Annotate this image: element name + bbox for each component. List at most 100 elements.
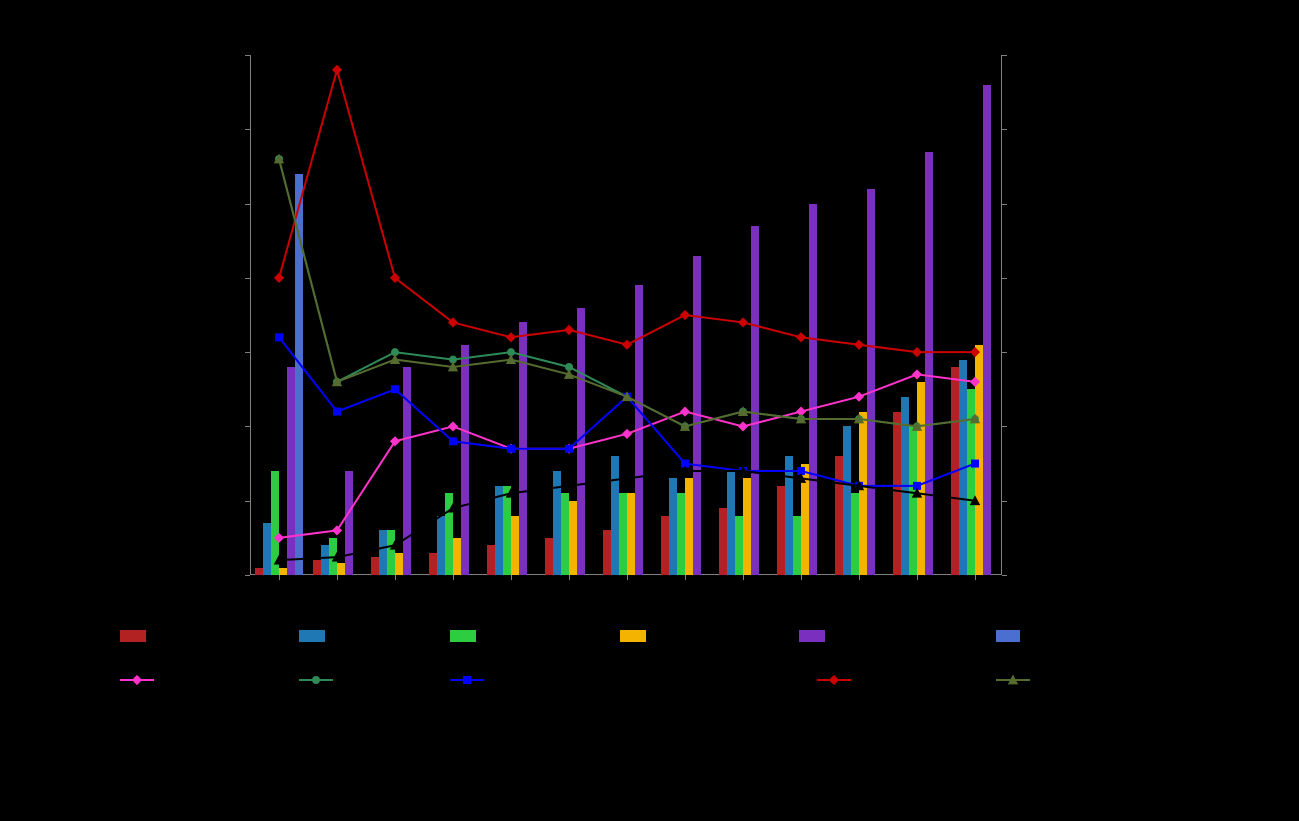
ytick-right: 30: [1002, 122, 1024, 137]
plot-area: $-$0.5$1.0$1.5$2.0$2.5$3.0$3.5 051015202…: [250, 55, 1002, 575]
series-marker: [913, 348, 922, 357]
ytick-right: 20: [1002, 270, 1024, 285]
y-axis-left-label: $ Trillions: [167, 280, 184, 350]
chart-title: Wealth of the Forbes 400 and its ratio t…: [0, 8, 1299, 29]
ytick-right: 25: [1002, 196, 1024, 211]
legend-label: Bottom 90%: [333, 628, 409, 644]
series-marker: [855, 340, 864, 349]
legend-item: Bottom 90%: [299, 620, 450, 652]
series-marker: [623, 340, 632, 349]
legend-line-icon: [620, 673, 654, 687]
xtick: 2007: [671, 575, 700, 596]
xtick: 1989: [323, 575, 352, 596]
legend-item: Forbes/Hispanic: [299, 664, 450, 696]
ytick-right: 0: [1002, 568, 1017, 583]
legend-label: Forbes/Black: [162, 672, 244, 688]
xtick: 2021: [961, 575, 990, 596]
legend-swatch: [799, 630, 825, 642]
series-marker: [275, 273, 284, 282]
ytick-right: 5: [1002, 493, 1017, 508]
figure-caption: Figure 18. Total Net Worth of the Forbes…: [120, 700, 1180, 744]
legend-line-icon: [817, 673, 851, 687]
series-marker: [392, 386, 399, 393]
legend-item: Forbes/Bottom 90%: [450, 664, 620, 696]
series-marker: [681, 311, 690, 320]
series-marker: [972, 460, 979, 467]
series-marker: [739, 318, 748, 327]
legend-item: Forbes/Middle: [817, 664, 996, 696]
ytick-right: 15: [1002, 345, 1024, 360]
legend-swatch: [620, 630, 646, 642]
legend-swatch: [299, 630, 325, 642]
series-marker: [971, 377, 980, 386]
series-marker: [508, 445, 515, 452]
legend-label: Respective % share of Forbes: [662, 664, 817, 696]
legend-item: Total Forbes 400: [120, 620, 299, 652]
legend-line-icon: [120, 673, 154, 687]
series-marker: [333, 65, 342, 74]
line-layer: [250, 55, 1002, 575]
ytick-left: $0.5: [217, 493, 250, 508]
legend: Total Forbes 400 Bottom 90% Black Househol…: [120, 620, 1180, 708]
series-marker: [797, 333, 806, 342]
legend-line-icon: [996, 673, 1030, 687]
legend-label: Forbes/Median Household: [1028, 620, 1180, 652]
legend-swatch: [450, 630, 476, 642]
xtick: 2016: [845, 575, 874, 596]
legend-label: Forbes/Bottom 90%: [492, 672, 616, 688]
series-line: [279, 70, 975, 352]
legend-label: Forbes/Median: [1038, 672, 1131, 688]
xtick: 1998: [497, 575, 526, 596]
legend-item: Forbes/Black: [120, 664, 299, 696]
xtick: 2010: [729, 575, 758, 596]
legend-item: Forbes/Median: [996, 664, 1180, 696]
ytick-left: $3.5: [217, 48, 250, 63]
series-marker: [739, 422, 748, 431]
series-marker: [276, 334, 283, 341]
series-marker: [450, 438, 457, 445]
series-marker: [623, 429, 632, 438]
legend-item: Respective % share of Forbes: [620, 664, 817, 696]
legend-item: Forbes/Median Household: [996, 620, 1180, 652]
series-marker: [449, 422, 458, 431]
legend-label: Hispanic Households: [654, 628, 786, 644]
legend-line-icon: [450, 673, 484, 687]
ytick-right: 10: [1002, 419, 1024, 434]
legend-swatch: [120, 630, 146, 642]
series-marker: [565, 325, 574, 334]
series-marker: [913, 370, 922, 379]
series-line: [279, 471, 975, 560]
xtick: 2019: [903, 575, 932, 596]
ytick-left: $1.5: [217, 345, 250, 360]
ytick-left: $-: [230, 568, 250, 583]
legend-label: Forbes/Middle: [859, 672, 948, 688]
series-marker: [507, 333, 516, 342]
legend-label: Forbes/Middle Household: [833, 628, 993, 644]
legend-label: Black Households: [484, 628, 596, 644]
xtick: 2001: [555, 575, 584, 596]
series-marker: [681, 407, 690, 416]
y-axis-right-label: Ratio: [1067, 296, 1084, 334]
legend-label: Forbes/Hispanic: [341, 672, 442, 688]
series-line: [279, 337, 975, 486]
series-marker: [275, 533, 284, 542]
ytick-left: $3.0: [217, 122, 250, 137]
ytick-right: 35: [1002, 48, 1024, 63]
series-marker: [566, 445, 573, 452]
legend-swatch: [996, 630, 1020, 642]
xtick: 1983: [265, 575, 294, 596]
ytick-left: $2.0: [217, 270, 250, 285]
xtick: 1995: [439, 575, 468, 596]
legend-line-icon: [299, 673, 333, 687]
xtick: 2013: [787, 575, 816, 596]
series-marker: [855, 392, 864, 401]
xtick: 2004: [613, 575, 642, 596]
ytick-left: $2.5: [217, 196, 250, 211]
legend-item: Forbes/Middle Household: [799, 620, 996, 652]
legend-item: Black Households: [450, 620, 620, 652]
xtick: 1992: [381, 575, 410, 596]
series-line: [279, 159, 975, 426]
ytick-left: $1.0: [217, 419, 250, 434]
legend-item: Hispanic Households: [620, 620, 799, 652]
series-marker: [334, 408, 341, 415]
